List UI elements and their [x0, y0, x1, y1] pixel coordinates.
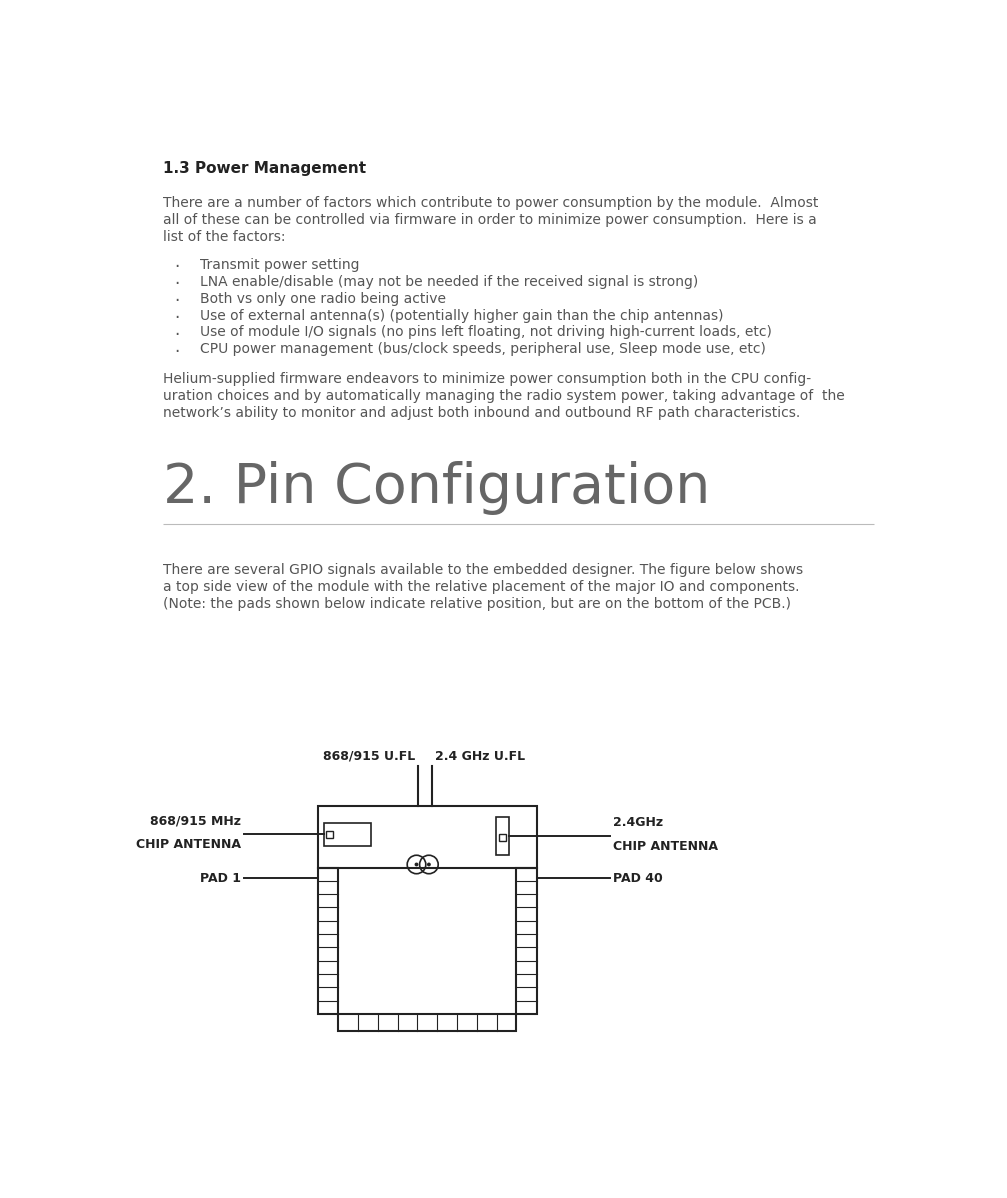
Text: PAD 1: PAD 1 — [200, 872, 242, 885]
Text: list of the factors:: list of the factors: — [163, 230, 286, 244]
Bar — [517, 867, 537, 1014]
Text: ·: · — [174, 326, 179, 344]
Bar — [338, 1014, 517, 1030]
Text: 1.3 Power Management: 1.3 Power Management — [163, 161, 367, 176]
Bar — [496, 817, 509, 855]
Text: ·: · — [174, 309, 179, 327]
Text: There are a number of factors which contribute to power consumption by the modul: There are a number of factors which cont… — [163, 196, 819, 210]
Text: LNA enable/disable (may not be needed if the received signal is strong): LNA enable/disable (may not be needed if… — [200, 274, 699, 289]
Text: CHIP ANTENNA: CHIP ANTENNA — [136, 839, 242, 852]
Text: Use of external antenna(s) (potentially higher gain than the chip antennas): Use of external antenna(s) (potentially … — [200, 309, 724, 322]
Text: Use of module I/O signals (no pins left floating, not driving high-current loads: Use of module I/O signals (no pins left … — [200, 326, 772, 339]
Bar — [498, 834, 506, 841]
Text: Both vs only one radio being active: Both vs only one radio being active — [200, 291, 446, 305]
Text: ·: · — [174, 292, 179, 310]
Bar — [326, 831, 332, 837]
Text: PAD 40: PAD 40 — [613, 872, 663, 885]
Text: 868/915 MHz: 868/915 MHz — [150, 815, 242, 828]
Text: CHIP ANTENNA: CHIP ANTENNA — [613, 840, 718, 853]
Text: 2. Pin Configuration: 2. Pin Configuration — [163, 461, 711, 515]
Bar — [324, 823, 371, 846]
Text: 868/915 U.FL: 868/915 U.FL — [323, 750, 416, 763]
Circle shape — [415, 863, 419, 866]
Text: Transmit power setting: Transmit power setting — [200, 258, 359, 272]
Text: ·: · — [174, 259, 179, 277]
Text: (Note: the pads shown below indicate relative position, but are on the bottom of: (Note: the pads shown below indicate rel… — [163, 597, 792, 611]
Text: There are several GPIO signals available to the embedded designer. The figure be: There are several GPIO signals available… — [163, 563, 804, 576]
Text: 2.4 GHz U.FL: 2.4 GHz U.FL — [435, 750, 526, 763]
Text: Helium-supplied firmware endeavors to minimize power consumption both in the CPU: Helium-supplied firmware endeavors to mi… — [163, 371, 812, 386]
Bar — [318, 867, 338, 1014]
Text: network’s ability to monitor and adjust both inbound and outbound RF path charac: network’s ability to monitor and adjust … — [163, 406, 801, 419]
Text: a top side view of the module with the relative placement of the major IO and co: a top side view of the module with the r… — [163, 580, 800, 593]
Text: all of these can be controlled via firmware in order to minimize power consumpti: all of these can be controlled via firmw… — [163, 213, 817, 228]
Circle shape — [427, 863, 431, 866]
Text: ·: · — [174, 343, 179, 361]
Text: 2.4GHz: 2.4GHz — [613, 816, 664, 829]
Text: ·: · — [174, 276, 179, 294]
Text: uration choices and by automatically managing the radio system power, taking adv: uration choices and by automatically man… — [163, 388, 845, 403]
Bar — [318, 806, 537, 867]
Text: CPU power management (bus/clock speeds, peripheral use, Sleep mode use, etc): CPU power management (bus/clock speeds, … — [200, 343, 766, 357]
